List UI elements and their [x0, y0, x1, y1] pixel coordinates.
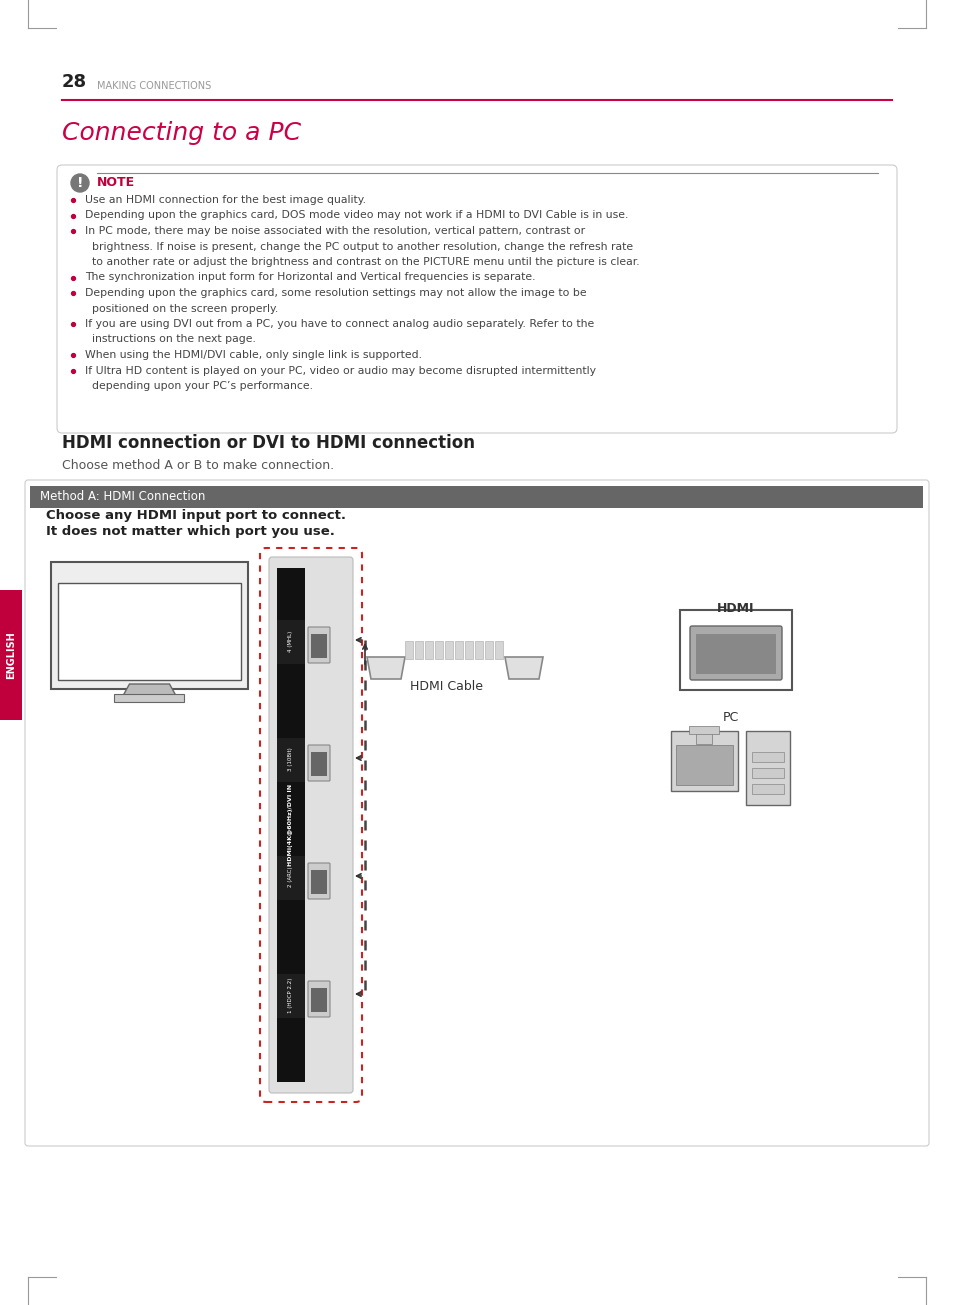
Bar [276, 856, 305, 900]
FancyBboxPatch shape [269, 557, 353, 1094]
Text: It does not matter which port you use.: It does not matter which port you use. [46, 525, 335, 538]
Bar [751, 752, 783, 762]
Text: !: ! [76, 176, 83, 191]
Text: HDMI Cable: HDMI Cable [410, 680, 483, 693]
Text: MAKING CONNECTIONS: MAKING CONNECTIONS [97, 81, 211, 91]
FancyBboxPatch shape [25, 480, 928, 1146]
Circle shape [71, 174, 89, 192]
Bar [276, 974, 305, 1018]
Bar [751, 769, 783, 778]
FancyBboxPatch shape [308, 745, 330, 780]
Bar [311, 988, 327, 1011]
Text: Connecting to a PC: Connecting to a PC [62, 121, 301, 145]
FancyBboxPatch shape [57, 164, 896, 433]
Bar [405, 641, 413, 659]
Bar [58, 583, 241, 680]
Text: Choose method A or B to make connection.: Choose method A or B to make connection. [62, 459, 334, 472]
FancyBboxPatch shape [308, 626, 330, 663]
FancyBboxPatch shape [670, 731, 738, 791]
Bar [679, 609, 791, 690]
Bar [276, 620, 305, 664]
Bar [311, 634, 327, 658]
Text: ENGLISH: ENGLISH [6, 632, 16, 679]
Bar [475, 641, 482, 659]
Text: Depending upon the graphics card, DOS mode video may not work if a HDMI to DVI C: Depending upon the graphics card, DOS mo… [85, 210, 628, 221]
Bar [495, 641, 502, 659]
Bar [114, 694, 184, 702]
Bar [464, 641, 473, 659]
Text: In PC mode, there may be noise associated with the resolution, vertical pattern,: In PC mode, there may be noise associate… [85, 226, 584, 236]
Bar [484, 641, 493, 659]
FancyBboxPatch shape [308, 863, 330, 899]
Text: 3 (10Bit): 3 (10Bit) [288, 748, 294, 771]
Text: Use an HDMI connection for the best image quality.: Use an HDMI connection for the best imag… [85, 194, 366, 205]
Text: depending upon your PC’s performance.: depending upon your PC’s performance. [85, 381, 313, 392]
Text: NOTE: NOTE [97, 176, 135, 189]
FancyBboxPatch shape [308, 981, 330, 1017]
Text: 28: 28 [62, 73, 87, 91]
Bar [415, 641, 422, 659]
Text: Choose any HDMI input port to connect.: Choose any HDMI input port to connect. [46, 509, 346, 522]
Text: 4 (MHL): 4 (MHL) [288, 630, 294, 651]
Bar [455, 641, 462, 659]
Text: HDMI: HDMI [717, 602, 754, 615]
Text: instructions on the next page.: instructions on the next page. [85, 334, 255, 345]
Bar [696, 729, 712, 744]
Text: The synchronization input form for Horizontal and Vertical frequencies is separa: The synchronization input form for Horiz… [85, 273, 535, 282]
FancyBboxPatch shape [51, 562, 248, 689]
Text: When using the HDMI/DVI cable, only single link is supported.: When using the HDMI/DVI cable, only sing… [85, 350, 421, 360]
Text: If you are using DVI out from a PC, you have to connect analog audio separately.: If you are using DVI out from a PC, you … [85, 318, 594, 329]
Text: 2 (ARC): 2 (ARC) [288, 867, 294, 887]
Bar [444, 641, 453, 659]
Text: brightness. If noise is present, change the PC output to another resolution, cha: brightness. If noise is present, change … [85, 241, 633, 252]
Bar [311, 752, 327, 776]
Bar [0, 590, 22, 720]
Bar [696, 634, 775, 673]
Text: HDMi(4K@60Hz)/DVI IN: HDMi(4K@60Hz)/DVI IN [288, 784, 294, 867]
Text: positioned on the screen properly.: positioned on the screen properly. [85, 304, 278, 313]
Bar [30, 485, 923, 508]
Text: PC: PC [721, 711, 738, 724]
Polygon shape [119, 684, 179, 702]
FancyBboxPatch shape [689, 626, 781, 680]
Bar [276, 739, 305, 782]
Text: Method A: HDMI Connection: Method A: HDMI Connection [40, 491, 205, 504]
FancyBboxPatch shape [745, 731, 789, 805]
Bar [676, 745, 732, 786]
Bar [689, 726, 719, 733]
Bar [276, 568, 305, 1082]
Bar [435, 641, 442, 659]
Text: If Ultra HD content is played on your PC, video or audio may become disrupted in: If Ultra HD content is played on your PC… [85, 365, 596, 376]
Text: to another rate or adjust the brightness and contrast on the PICTURE menu until : to another rate or adjust the brightness… [85, 257, 639, 268]
Text: HDMI connection or DVI to HDMI connection: HDMI connection or DVI to HDMI connectio… [62, 435, 475, 452]
Bar [424, 641, 433, 659]
Bar [311, 870, 327, 894]
Text: 1 (HDCP 2.2): 1 (HDCP 2.2) [288, 977, 294, 1013]
Polygon shape [504, 656, 542, 679]
Text: Depending upon the graphics card, some resolution settings may not allow the ima: Depending upon the graphics card, some r… [85, 288, 586, 298]
Polygon shape [367, 656, 405, 679]
Bar [751, 784, 783, 793]
